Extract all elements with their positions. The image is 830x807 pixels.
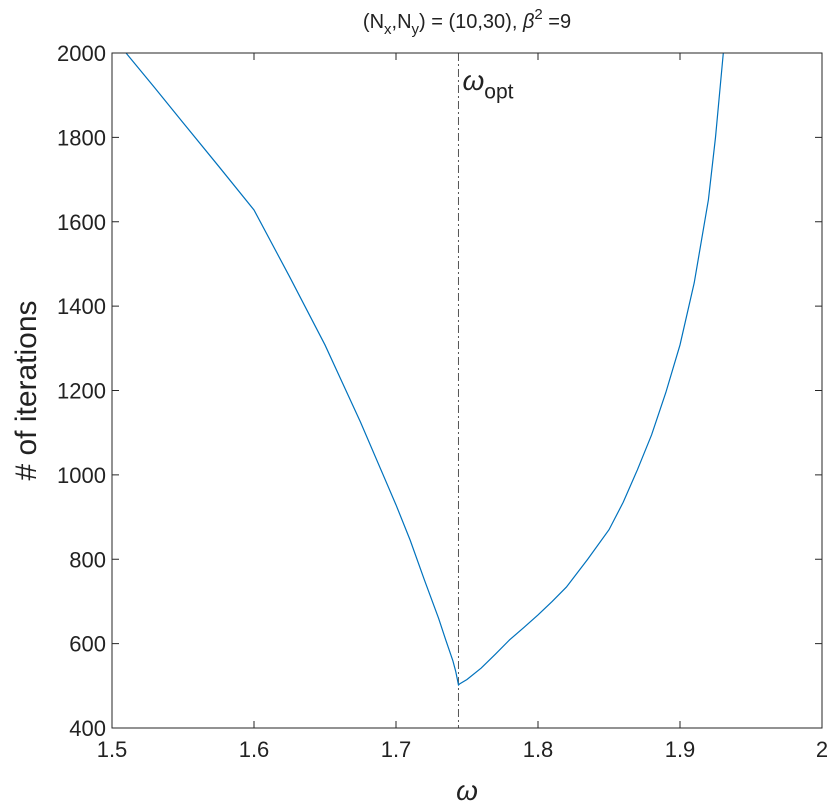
data-line [125,52,724,687]
x-tick-label: 1.5 [97,737,128,762]
text-segment: ω [462,65,484,96]
x-axis-label: ω [456,775,478,806]
text-segment: =9 [543,11,571,33]
y-tick-label: 1400 [57,294,106,319]
y-axis-label: # of iterations [10,300,43,480]
y-tick-label: 2000 [57,41,106,66]
y-tick-label: 1800 [57,125,106,150]
text-segment: (N [363,11,384,33]
x-tick-label: 1.9 [665,737,696,762]
chart-title: (Nx,Ny) = (10,30), β2 =9 [363,6,571,38]
x-tick-label: 1.8 [523,737,554,762]
y-tick-label: 1200 [57,379,106,404]
plot-area [112,53,822,728]
text-segment: ) = (10,30), [419,11,523,33]
x-tick-label: 1.7 [381,737,412,762]
annotation: ωopt [462,65,513,103]
text-segment: y [412,21,420,38]
y-tick-label: 400 [69,716,106,741]
text-segment: opt [484,80,513,103]
y-tick-label: 1600 [57,210,106,235]
x-tick-label: 1.6 [239,737,270,762]
text-segment: x [384,21,392,38]
text-segment: β [522,11,534,33]
y-tick-label: 1000 [57,463,106,488]
y-tick-label: 800 [69,547,106,572]
text-segment: ,N [392,11,412,33]
text-segment: 2 [534,6,542,23]
axes-box [111,52,823,729]
y-tick-label: 600 [69,632,106,657]
x-tick-label: 2 [816,737,828,762]
